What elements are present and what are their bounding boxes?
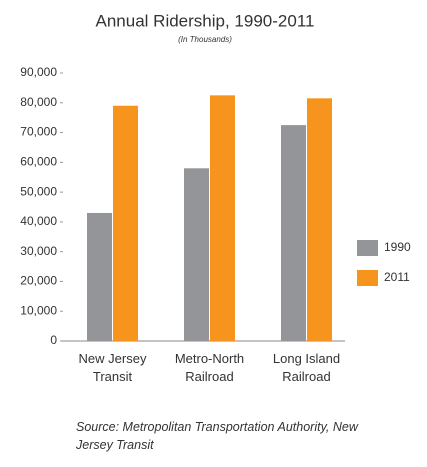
y-tick-label: 40,000 — [20, 214, 57, 228]
y-tick-label: 70,000 — [20, 125, 57, 139]
y-tick-label: 30,000 — [20, 244, 57, 258]
bar — [307, 98, 332, 341]
legend-swatch — [357, 270, 378, 286]
chart-subtitle: (In Thousands) — [178, 35, 232, 44]
legend-label: 2011 — [384, 270, 410, 284]
bar — [210, 95, 235, 341]
bar — [184, 168, 209, 341]
legend-label: 1990 — [384, 240, 411, 254]
y-tick-label: 60,000 — [20, 155, 57, 169]
chart-title: Annual Ridership, 1990-2011 — [96, 11, 315, 30]
x-tick-label: Metro-North Railroad — [174, 351, 245, 384]
bar — [87, 212, 112, 341]
y-tick-label: 80,000 — [20, 95, 57, 109]
x-tick-label: New Jersey Transit — [78, 351, 147, 384]
x-tick-label: Long Island Railroad — [272, 351, 341, 384]
y-tick-label: 10,000 — [20, 303, 57, 317]
y-tick-label: 50,000 — [20, 184, 57, 198]
y-tick-label: 0 — [50, 333, 57, 347]
y-tick-label: 20,000 — [20, 274, 57, 288]
bar — [113, 105, 138, 341]
legend-swatch — [357, 240, 378, 256]
source-note: Source: Metropolitan Transportation Auth… — [76, 420, 358, 452]
y-tick-label: 90,000 — [20, 65, 57, 79]
bar — [281, 125, 306, 341]
